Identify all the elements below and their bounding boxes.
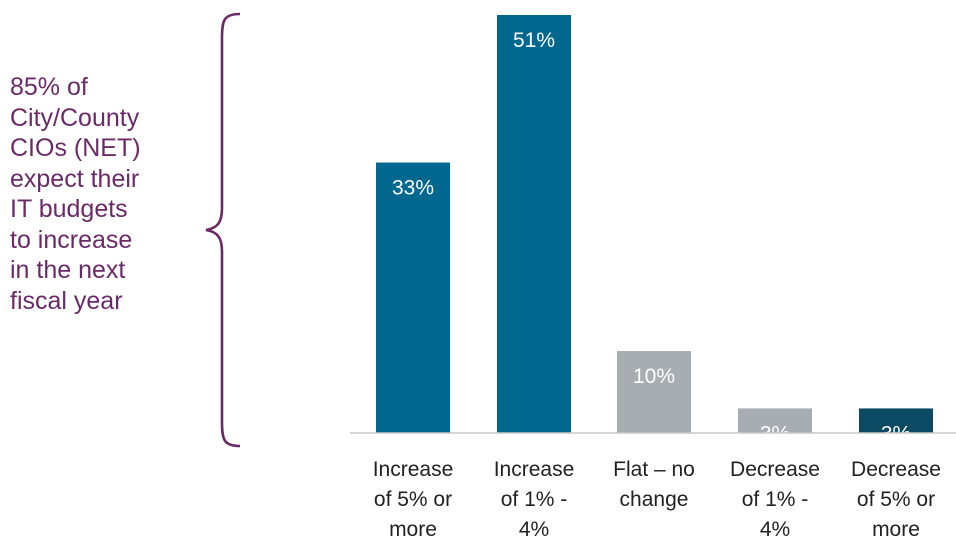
callout-text: 85% of City/County CIOs (NET) expect the… [10,72,200,316]
category-label: Decrease of 5% or more [851,458,941,541]
bar-3 [617,351,691,433]
category-label: Decrease of 1% -4% [730,458,820,541]
bar-1 [376,162,450,433]
bar-4 [738,408,812,433]
category-label: Increase of 1% -4% [494,458,575,541]
callout-line: 85% of [10,73,88,101]
callout-brace [205,12,241,448]
callout-line: in the next [10,256,126,284]
callout-line: fiscal year [10,286,123,315]
bar-value-label: 3% [760,422,790,445]
bar-value-label: 10% [633,365,675,388]
bar-value-label: 33% [392,177,434,200]
category-label: Flat – no change [613,458,695,511]
bar-value-label: 51% [513,29,555,52]
callout-line: expect their [10,164,140,193]
bar-2 [497,15,571,433]
callout-line: City/County [10,103,140,132]
bar-value-label: 3% [881,422,911,445]
callout-line: IT budgets [10,195,128,223]
category-label: Increase of 5% or more [373,458,454,541]
callout-line: to increase [10,225,133,254]
bar-5 [859,408,933,433]
callout-line: CIOs (NET) [10,134,141,162]
